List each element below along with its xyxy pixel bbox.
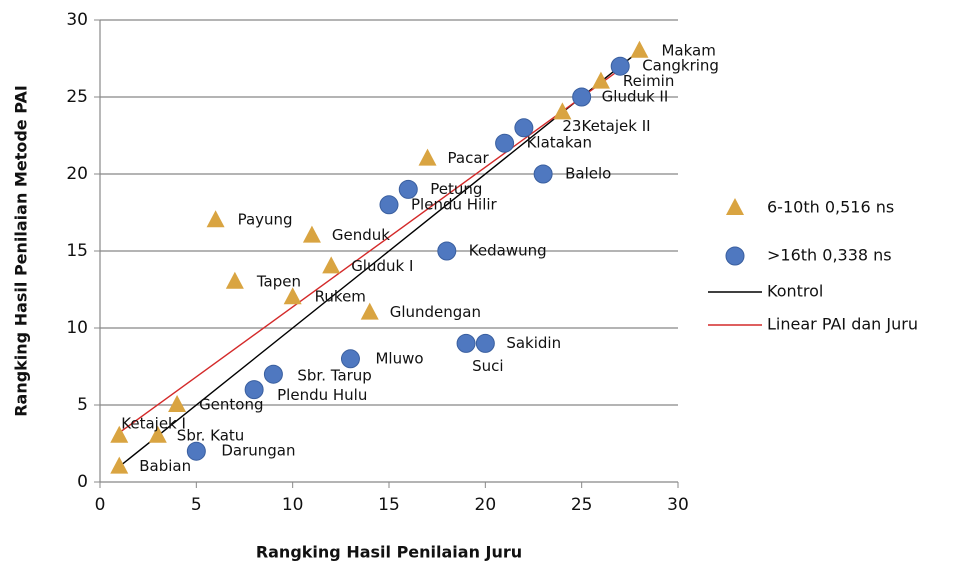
circle-marker (610, 56, 630, 76)
point-label: Petung (430, 180, 482, 198)
x-tick-label: 20 (475, 495, 497, 515)
legend-label: Linear PAI dan Juru (767, 315, 918, 334)
point-label: Plendu Hulu (277, 386, 367, 404)
point-label: Mluwo (375, 349, 423, 367)
triangle-marker (630, 40, 649, 58)
point-label: Gluduk II (602, 88, 669, 106)
point-label: Ketajek I (121, 414, 186, 432)
x-tick-label: 0 (95, 495, 106, 515)
triangle-marker (302, 225, 321, 243)
triangle-marker (283, 287, 302, 305)
triangle-marker (110, 425, 129, 443)
point-label: Plendu Hilir (411, 195, 498, 213)
trend-line (118, 50, 640, 468)
y-tick-label: 5 (77, 395, 88, 415)
y-tick-label: 15 (66, 241, 88, 261)
point-label: Balelo (565, 165, 611, 183)
legend-label: Kontrol (767, 282, 823, 301)
point-label: Rukem (315, 288, 366, 306)
x-tick-label: 10 (282, 495, 304, 515)
y-tick-label: 10 (66, 318, 88, 338)
circle-marker (725, 246, 745, 266)
triangle-marker (168, 395, 187, 412)
point-label: 23Ketajek II (562, 117, 650, 135)
circle-marker (340, 349, 360, 369)
y-tick-label: 20 (66, 164, 88, 184)
triangle-marker (110, 456, 129, 474)
point-label: Sakidin (506, 334, 561, 352)
y-axis-label: Rangking Hasil Penilaian Metode PAI (12, 85, 31, 417)
trend-line (118, 68, 621, 434)
circle-marker (244, 380, 264, 400)
point-label: Glundengan (390, 303, 481, 321)
triangle-marker (591, 71, 610, 89)
x-axis-label: Rangking Hasil Penilaian Juru (256, 543, 522, 562)
y-tick-label: 0 (77, 472, 88, 492)
point-label: Suci (472, 357, 503, 375)
point-label: Tapen (256, 272, 301, 290)
point-label: Reimin (623, 72, 674, 90)
point-label: Sbr. Tarup (297, 367, 371, 385)
triangle-marker (206, 210, 225, 228)
circle-marker (495, 133, 515, 153)
circle-marker (572, 87, 592, 107)
x-tick-label: 25 (571, 495, 593, 515)
point-label: Gluduk I (351, 257, 413, 275)
legend-label: >16th 0,338 ns (767, 246, 892, 265)
x-tick-label: 5 (191, 495, 202, 515)
triangle-marker (148, 425, 167, 443)
circle-marker (456, 333, 476, 353)
x-tick-label: 15 (378, 495, 400, 515)
triangle-marker (418, 148, 437, 166)
triangle-marker (225, 271, 244, 289)
circle-marker (475, 333, 495, 353)
triangle-marker (726, 198, 744, 215)
legend-label: 6-10th 0,516 ns (767, 198, 894, 217)
point-label: Gentong (199, 396, 263, 414)
triangle-marker (553, 102, 572, 120)
y-tick-label: 30 (66, 10, 88, 30)
y-tick-label: 25 (66, 87, 88, 107)
circle-marker (186, 441, 206, 461)
circle-marker (437, 241, 457, 261)
triangle-marker (322, 256, 341, 274)
point-label: Pacar (448, 149, 490, 167)
triangle-marker (360, 302, 379, 320)
circle-marker (533, 164, 553, 184)
circle-marker (379, 195, 399, 215)
point-label: Genduk (332, 226, 390, 244)
point-label: Cangkring (642, 57, 719, 75)
circle-marker (263, 364, 283, 384)
circle-marker (398, 179, 418, 199)
circle-marker (514, 118, 534, 138)
point-label: Klatakan (527, 134, 592, 152)
point-label: Sbr. Katu (177, 426, 245, 444)
point-label: Makam (661, 41, 715, 59)
x-tick-label: 30 (667, 495, 689, 515)
point-label: Payung (238, 211, 293, 229)
point-label: Darungan (221, 442, 295, 460)
point-label: Kedawung (469, 242, 547, 260)
point-label: Babian (139, 457, 191, 475)
